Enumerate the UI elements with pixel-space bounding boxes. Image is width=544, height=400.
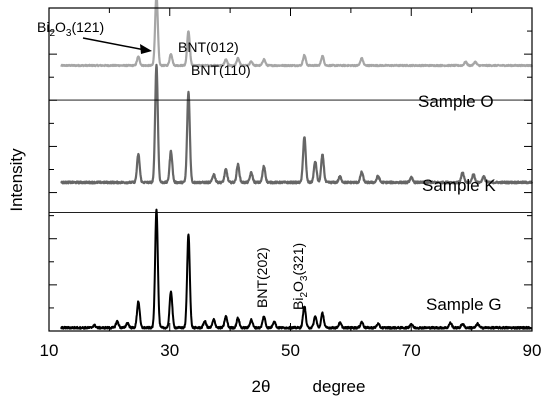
annotation-bi2o3-121-text: Bi — [37, 19, 49, 35]
x-tick-labels: 10 30 50 70 90 — [40, 341, 542, 360]
annotation-bi2o3-121-text2: O — [55, 19, 66, 35]
annotation-bi2o3-321-sub2: 3 — [299, 275, 310, 281]
x-tick-label: 30 — [160, 341, 179, 360]
annotation-bi2o3-121-text3: (121) — [71, 19, 104, 35]
series-label-sample-g: Sample G — [426, 295, 502, 314]
annotation-bi2o3-321-sub1: 2 — [299, 292, 310, 298]
x-axis-label-unit: degree — [313, 377, 366, 396]
series-label-sample-k: Sample K — [422, 176, 496, 195]
annotation-bnt-012: BNT(012) — [178, 39, 239, 55]
separator-layer — [49, 99, 532, 213]
series-line-sample-k — [60, 63, 534, 185]
trace-layer — [60, 0, 534, 330]
annotation-bi2o3-321-text3: (321) — [290, 243, 306, 276]
series-label-sample-o: Sample O — [418, 92, 494, 111]
x-tick-label: 90 — [523, 341, 542, 360]
annotation-bi2o3-121-sub1: 2 — [49, 28, 55, 39]
axis-ticks — [48, 7, 533, 332]
x-axis-label-symbol: 2θ — [252, 377, 271, 396]
annotation-bi2o3-121: Bi2O3(121) — [37, 19, 152, 54]
annotation-arrow-line — [82, 37, 146, 51]
series-line-sample-o — [60, 0, 534, 68]
annotation-bnt-110: BNT(110) — [191, 62, 251, 78]
svg-text:Bi2O3(121): Bi2O3(121) — [37, 19, 104, 39]
x-tick-label: 10 — [40, 341, 59, 360]
x-tick-label: 70 — [402, 341, 421, 360]
annotation-bi2o3-321-text: Bi — [290, 298, 306, 310]
y-axis-label: Intensity — [7, 148, 26, 212]
annotation-bi2o3-321-text2: O — [290, 281, 306, 292]
annotation-arrow-head — [140, 44, 152, 54]
annotation-bi2o3-321: Bi2O3(321) — [290, 243, 310, 310]
x-tick-label: 50 — [281, 341, 300, 360]
annotation-bi2o3-121-sub2: 3 — [66, 28, 72, 39]
series-line-sample-g — [60, 208, 533, 330]
annotation-bnt-202: BNT(202) — [254, 247, 270, 308]
